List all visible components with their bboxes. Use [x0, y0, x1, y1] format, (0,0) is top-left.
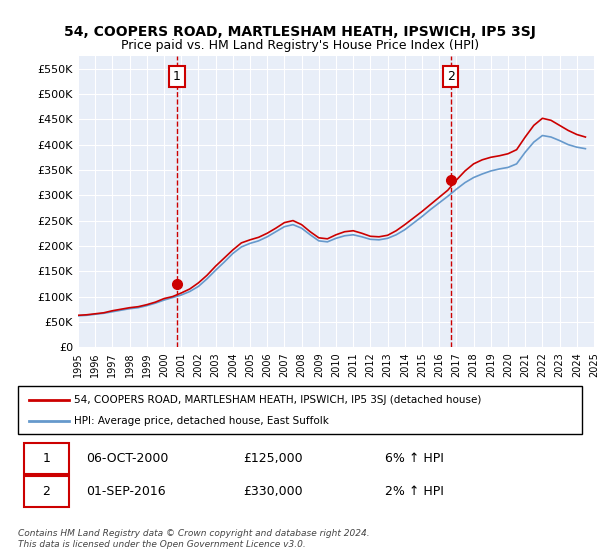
Text: £330,000: £330,000: [244, 485, 303, 498]
Text: £125,000: £125,000: [244, 452, 303, 465]
Text: HPI: Average price, detached house, East Suffolk: HPI: Average price, detached house, East…: [74, 416, 329, 426]
Text: Contains HM Land Registry data © Crown copyright and database right 2024.
This d: Contains HM Land Registry data © Crown c…: [18, 529, 370, 549]
Text: 2% ↑ HPI: 2% ↑ HPI: [385, 485, 443, 498]
Text: 1: 1: [173, 70, 181, 83]
Text: 54, COOPERS ROAD, MARTLESHAM HEATH, IPSWICH, IP5 3SJ (detached house): 54, COOPERS ROAD, MARTLESHAM HEATH, IPSW…: [74, 395, 482, 405]
Text: Price paid vs. HM Land Registry's House Price Index (HPI): Price paid vs. HM Land Registry's House …: [121, 39, 479, 52]
Text: 1: 1: [42, 452, 50, 465]
Text: 2: 2: [42, 485, 50, 498]
Text: 6% ↑ HPI: 6% ↑ HPI: [385, 452, 443, 465]
Text: 06-OCT-2000: 06-OCT-2000: [86, 452, 168, 465]
Text: 2: 2: [447, 70, 455, 83]
Text: 01-SEP-2016: 01-SEP-2016: [86, 485, 166, 498]
FancyBboxPatch shape: [18, 386, 582, 434]
FancyBboxPatch shape: [23, 443, 69, 474]
FancyBboxPatch shape: [23, 476, 69, 507]
Text: 54, COOPERS ROAD, MARTLESHAM HEATH, IPSWICH, IP5 3SJ: 54, COOPERS ROAD, MARTLESHAM HEATH, IPSW…: [64, 25, 536, 39]
